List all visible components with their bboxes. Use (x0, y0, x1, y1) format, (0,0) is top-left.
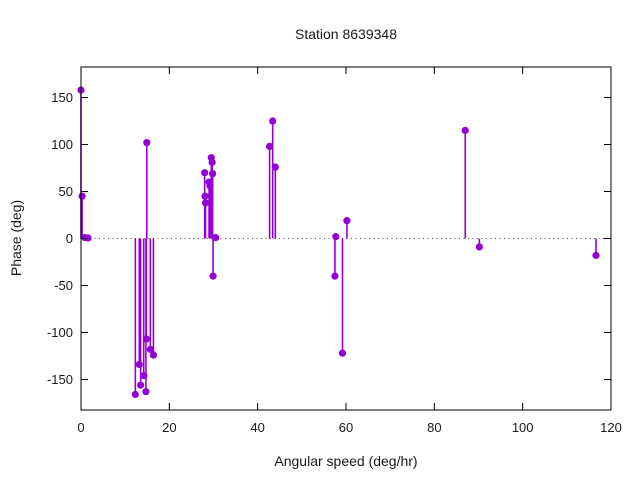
data-point (338, 349, 347, 357)
data-point (475, 243, 483, 251)
x-tick-label: 100 (512, 420, 534, 435)
data-point (142, 388, 150, 396)
data-point (208, 158, 216, 166)
data-point (461, 126, 469, 135)
y-tick-label: -150 (47, 372, 73, 387)
data-point (201, 199, 210, 207)
data-point (201, 192, 209, 200)
x-tick-label: 80 (427, 420, 441, 435)
data-point (149, 351, 158, 359)
y-tick-label: 100 (51, 137, 73, 152)
data-point (135, 360, 143, 369)
data-point (78, 192, 86, 200)
data-point (140, 372, 148, 380)
data-point (142, 335, 150, 343)
data-point (209, 272, 217, 280)
chart-title: Station 8639348 (295, 26, 397, 42)
data-point (201, 169, 209, 177)
y-tick-label: 50 (59, 184, 73, 199)
y-tick-label: 150 (51, 90, 73, 105)
data-point (137, 381, 145, 389)
x-axis-label: Angular speed (deg/hr) (274, 453, 418, 469)
y-tick-label: -50 (54, 278, 73, 293)
data-point (146, 345, 154, 353)
data-point (332, 233, 340, 241)
data-point (343, 217, 351, 225)
data-point (592, 251, 600, 260)
y-axis-label: Phase (deg) (8, 199, 24, 277)
data-point (265, 142, 274, 151)
x-tick-label: 60 (339, 420, 353, 435)
data-point (269, 117, 277, 125)
data-point (209, 170, 217, 178)
y-tick-label: 0 (66, 231, 73, 246)
data-point (331, 272, 339, 280)
data-point (131, 390, 139, 399)
y-tick-label: -100 (47, 325, 73, 340)
x-tick-label: 120 (600, 420, 622, 435)
x-tick-label: 20 (162, 420, 176, 435)
x-tick-label: 40 (250, 420, 264, 435)
data-point (212, 233, 220, 242)
data-point (143, 139, 151, 147)
x-tick-label: 0 (77, 420, 84, 435)
data-point (84, 234, 92, 242)
data-point (206, 182, 214, 190)
data-point (271, 163, 279, 171)
